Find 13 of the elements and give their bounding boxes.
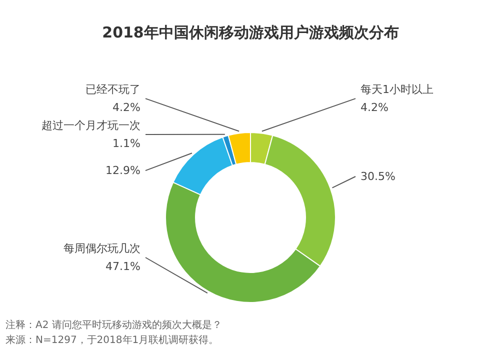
slice-label: 每周偶尔玩几次 xyxy=(64,242,140,255)
data-label: 1.1% xyxy=(112,137,141,150)
slice-label: 超过一个月才玩一次 xyxy=(42,119,140,132)
chart-title: 2018年中国休闲移动游戏用户游戏频次分布 xyxy=(102,24,399,42)
source-note: 来源：N=1297，于2018年1月联机调研获得。 xyxy=(6,334,219,346)
data-label: 12.9% xyxy=(106,164,141,178)
data-label: 30.5% xyxy=(360,170,396,183)
slice-label: 已经不玩了 xyxy=(86,83,140,96)
data-label: 4.2% xyxy=(360,101,388,114)
data-label: 4.2% xyxy=(112,101,141,114)
data-label: 47.1% xyxy=(106,260,141,273)
slice-label: 每天1小时以上 xyxy=(360,83,434,96)
text: 注释：A2 请问您平时玩移动游戏的频次大概是？ xyxy=(6,319,222,331)
